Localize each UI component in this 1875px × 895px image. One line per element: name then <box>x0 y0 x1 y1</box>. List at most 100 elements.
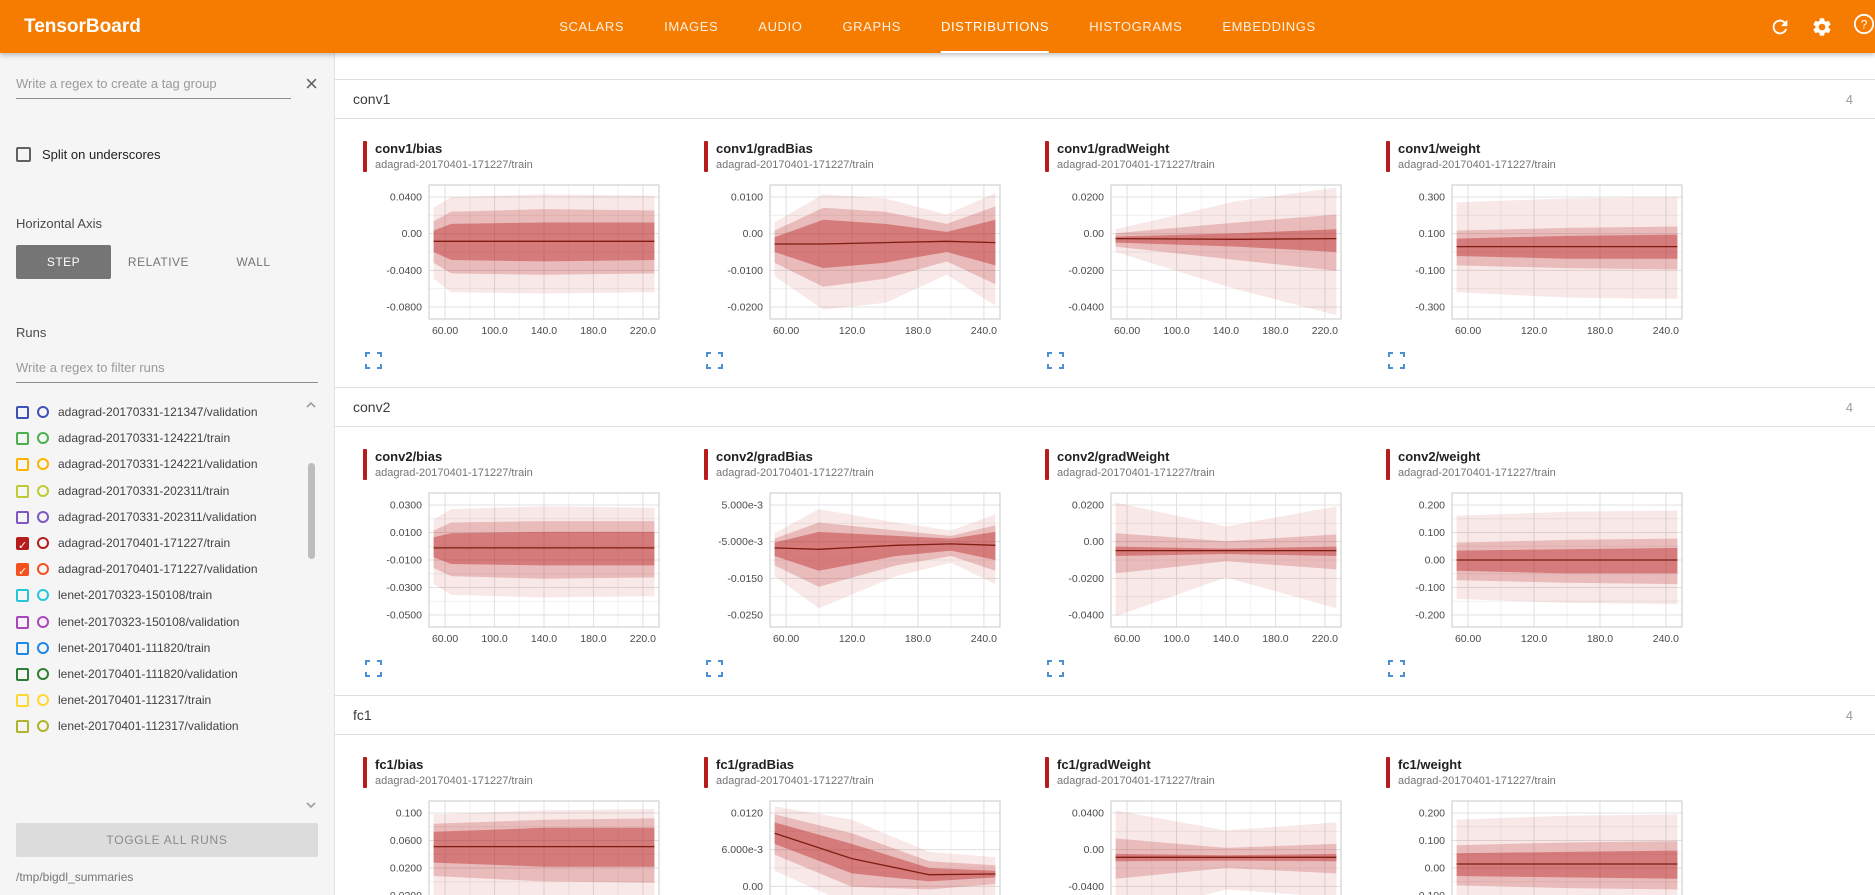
run-radio[interactable] <box>37 458 49 471</box>
chart-card: conv2/gradWeight adagrad-20170401-171227/… <box>1035 449 1376 677</box>
run-label: lenet-20170323-150108/train <box>58 588 213 603</box>
distribution-chart[interactable]: 0.0200 0.00 -0.0200 -0.0400 60.00 100.0 140.0 1… <box>1035 486 1357 650</box>
expand-chart-button[interactable] <box>1388 352 1405 369</box>
run-radio[interactable] <box>37 667 49 680</box>
run-item[interactable]: lenet-20170401-111820/validation <box>16 661 300 687</box>
tab-scalars[interactable]: SCALARS <box>559 19 625 34</box>
run-item[interactable]: lenet-20170323-150108/train <box>16 582 300 608</box>
expand-chart-button[interactable] <box>706 352 723 369</box>
run-label: adagrad-20170401-171227/train <box>58 535 231 550</box>
section-header[interactable]: conv2 4 <box>335 387 1875 427</box>
run-item[interactable]: lenet-20170323-150108/validation <box>16 609 300 635</box>
axis-button-step[interactable]: STEP <box>16 245 111 279</box>
distribution-chart[interactable]: 0.2000.1000.00-0.100-0.20060.00120.0180.… <box>1376 794 1698 895</box>
y-axis-tick: -0.0400 <box>1068 609 1104 621</box>
run-radio[interactable] <box>37 563 49 576</box>
settings-gear-icon[interactable] <box>1811 16 1833 38</box>
refresh-icon[interactable] <box>1769 16 1791 38</box>
split-on-underscores-option[interactable]: Split on underscores <box>16 147 318 162</box>
y-axis-tick: 0.0200 <box>390 863 422 875</box>
run-item[interactable]: adagrad-20170331-202311/validation <box>16 504 300 530</box>
run-checkbox[interactable]: ✓ <box>16 536 29 552</box>
run-checkbox[interactable] <box>16 406 29 419</box>
run-checkbox[interactable]: ✓ <box>16 563 29 578</box>
distribution-chart[interactable]: 0.04000.00-0.0400-0.080060.00100.0140.01… <box>1035 794 1357 895</box>
tab-graphs[interactable]: GRAPHS <box>842 19 901 34</box>
section-header[interactable]: fc1 4 <box>335 695 1875 735</box>
run-radio[interactable] <box>37 615 49 628</box>
run-item[interactable]: ✓ adagrad-20170401-171227/train <box>16 530 300 556</box>
run-item[interactable]: adagrad-20170331-202311/train <box>16 478 300 504</box>
expand-chart-button[interactable] <box>706 660 723 677</box>
run-checkbox[interactable] <box>16 589 29 603</box>
run-checkbox[interactable] <box>16 484 29 498</box>
split-checkbox[interactable] <box>16 147 31 162</box>
run-checkbox[interactable] <box>16 432 29 446</box>
run-checkbox[interactable] <box>16 667 29 681</box>
run-checkbox[interactable] <box>16 720 29 734</box>
tab-embeddings[interactable]: EMBEDDINGS <box>1222 19 1316 34</box>
tab-distributions[interactable]: DISTRIBUTIONS <box>940 0 1050 53</box>
run-item[interactable]: ✓ adagrad-20170401-171227/validation <box>16 556 300 582</box>
chart-card: conv1/gradWeight adagrad-20170401-171227/… <box>1035 141 1376 369</box>
tab-audio[interactable]: AUDIO <box>758 19 803 34</box>
runs-list-items: adagrad-20170331-121347/validation adagra… <box>16 399 300 739</box>
chart-title: fc1/bias <box>375 757 424 772</box>
axis-button-wall[interactable]: WALL <box>206 245 301 279</box>
axis-button-relative[interactable]: RELATIVE <box>111 245 206 279</box>
run-checkbox[interactable] <box>16 641 29 655</box>
run-radio[interactable] <box>37 536 49 549</box>
run-item[interactable]: lenet-20170401-111820/train <box>16 635 300 661</box>
toggle-all-runs-button[interactable]: TOGGLE ALL RUNS <box>16 823 318 857</box>
distribution-chart[interactable]: 0.01206.000e-30.00-6.000e-360.00120.0180… <box>694 794 1016 895</box>
scroll-down-icon[interactable] <box>305 801 317 809</box>
run-item[interactable]: adagrad-20170331-124221/train <box>16 425 300 451</box>
section-header[interactable]: conv1 4 <box>335 79 1875 119</box>
run-radio[interactable] <box>37 694 49 707</box>
chart-run-name: adagrad-20170401-171227/train <box>375 467 533 479</box>
expand-chart-button[interactable] <box>1047 352 1064 369</box>
run-radio[interactable] <box>37 641 49 654</box>
help-icon[interactable]: ? <box>1853 13 1875 40</box>
run-radio[interactable] <box>37 589 49 602</box>
expand-chart-button[interactable] <box>365 352 382 369</box>
run-item[interactable]: adagrad-20170331-124221/validation <box>16 451 300 477</box>
scroll-up-icon[interactable] <box>305 401 317 409</box>
run-checkbox[interactable] <box>16 694 29 708</box>
tag-group-regex-input[interactable] <box>16 69 292 99</box>
expand-chart-button[interactable] <box>365 660 382 677</box>
distribution-chart[interactable]: 0.1000.06000.0200-0.0200-0.060060.00100.… <box>353 794 675 895</box>
y-axis-tick: 0.00 <box>1084 228 1105 240</box>
section-count: 4 <box>1845 91 1853 107</box>
run-radio[interactable] <box>37 432 49 445</box>
distribution-chart[interactable]: 0.0300 0.0100 -0.0100 -0.0300 -0.0500 60.00 10… <box>353 486 675 650</box>
x-axis-tick: 120.0 <box>839 633 865 645</box>
run-radio[interactable] <box>37 720 49 733</box>
expand-chart-button[interactable] <box>1047 660 1064 677</box>
run-radio[interactable] <box>37 484 49 497</box>
chart-run-name: adagrad-20170401-171227/train <box>1057 775 1215 787</box>
distribution-chart[interactable]: 5.000e-3 -5.000e-3 -0.0150 -0.0250 60.00 120.… <box>694 486 1016 650</box>
run-item[interactable]: lenet-20170401-112317/validation <box>16 713 300 739</box>
distribution-chart[interactable]: 0.300 0.100 -0.100 -0.300 60.00 120.0 180.0 240… <box>1376 178 1698 342</box>
run-checkbox[interactable] <box>16 615 29 629</box>
run-checkbox[interactable] <box>16 458 29 472</box>
distribution-chart[interactable]: 0.0200 0.00 -0.0200 -0.0400 60.00 100.0 140.0 1… <box>1035 178 1357 342</box>
distribution-chart[interactable]: 0.0100 0.00 -0.0100 -0.0200 60.00 120.0 180.0 2… <box>694 178 1016 342</box>
tab-histograms[interactable]: HISTOGRAMS <box>1089 19 1183 34</box>
scrollbar-thumb[interactable] <box>308 463 315 559</box>
run-radio[interactable] <box>37 510 49 523</box>
y-axis-tick: -0.100 <box>1415 582 1445 594</box>
tab-images[interactable]: IMAGES <box>664 19 719 34</box>
run-checkbox[interactable] <box>16 510 29 524</box>
run-item[interactable]: lenet-20170401-112317/train <box>16 687 300 713</box>
y-axis-tick: -0.0200 <box>386 890 422 895</box>
run-item[interactable]: adagrad-20170331-121347/validation <box>16 399 300 425</box>
close-icon[interactable]: × <box>305 71 318 96</box>
runs-scrollbar[interactable] <box>304 399 318 811</box>
run-regex-input[interactable] <box>16 354 318 383</box>
run-radio[interactable] <box>37 406 49 418</box>
expand-chart-button[interactable] <box>1388 660 1405 677</box>
